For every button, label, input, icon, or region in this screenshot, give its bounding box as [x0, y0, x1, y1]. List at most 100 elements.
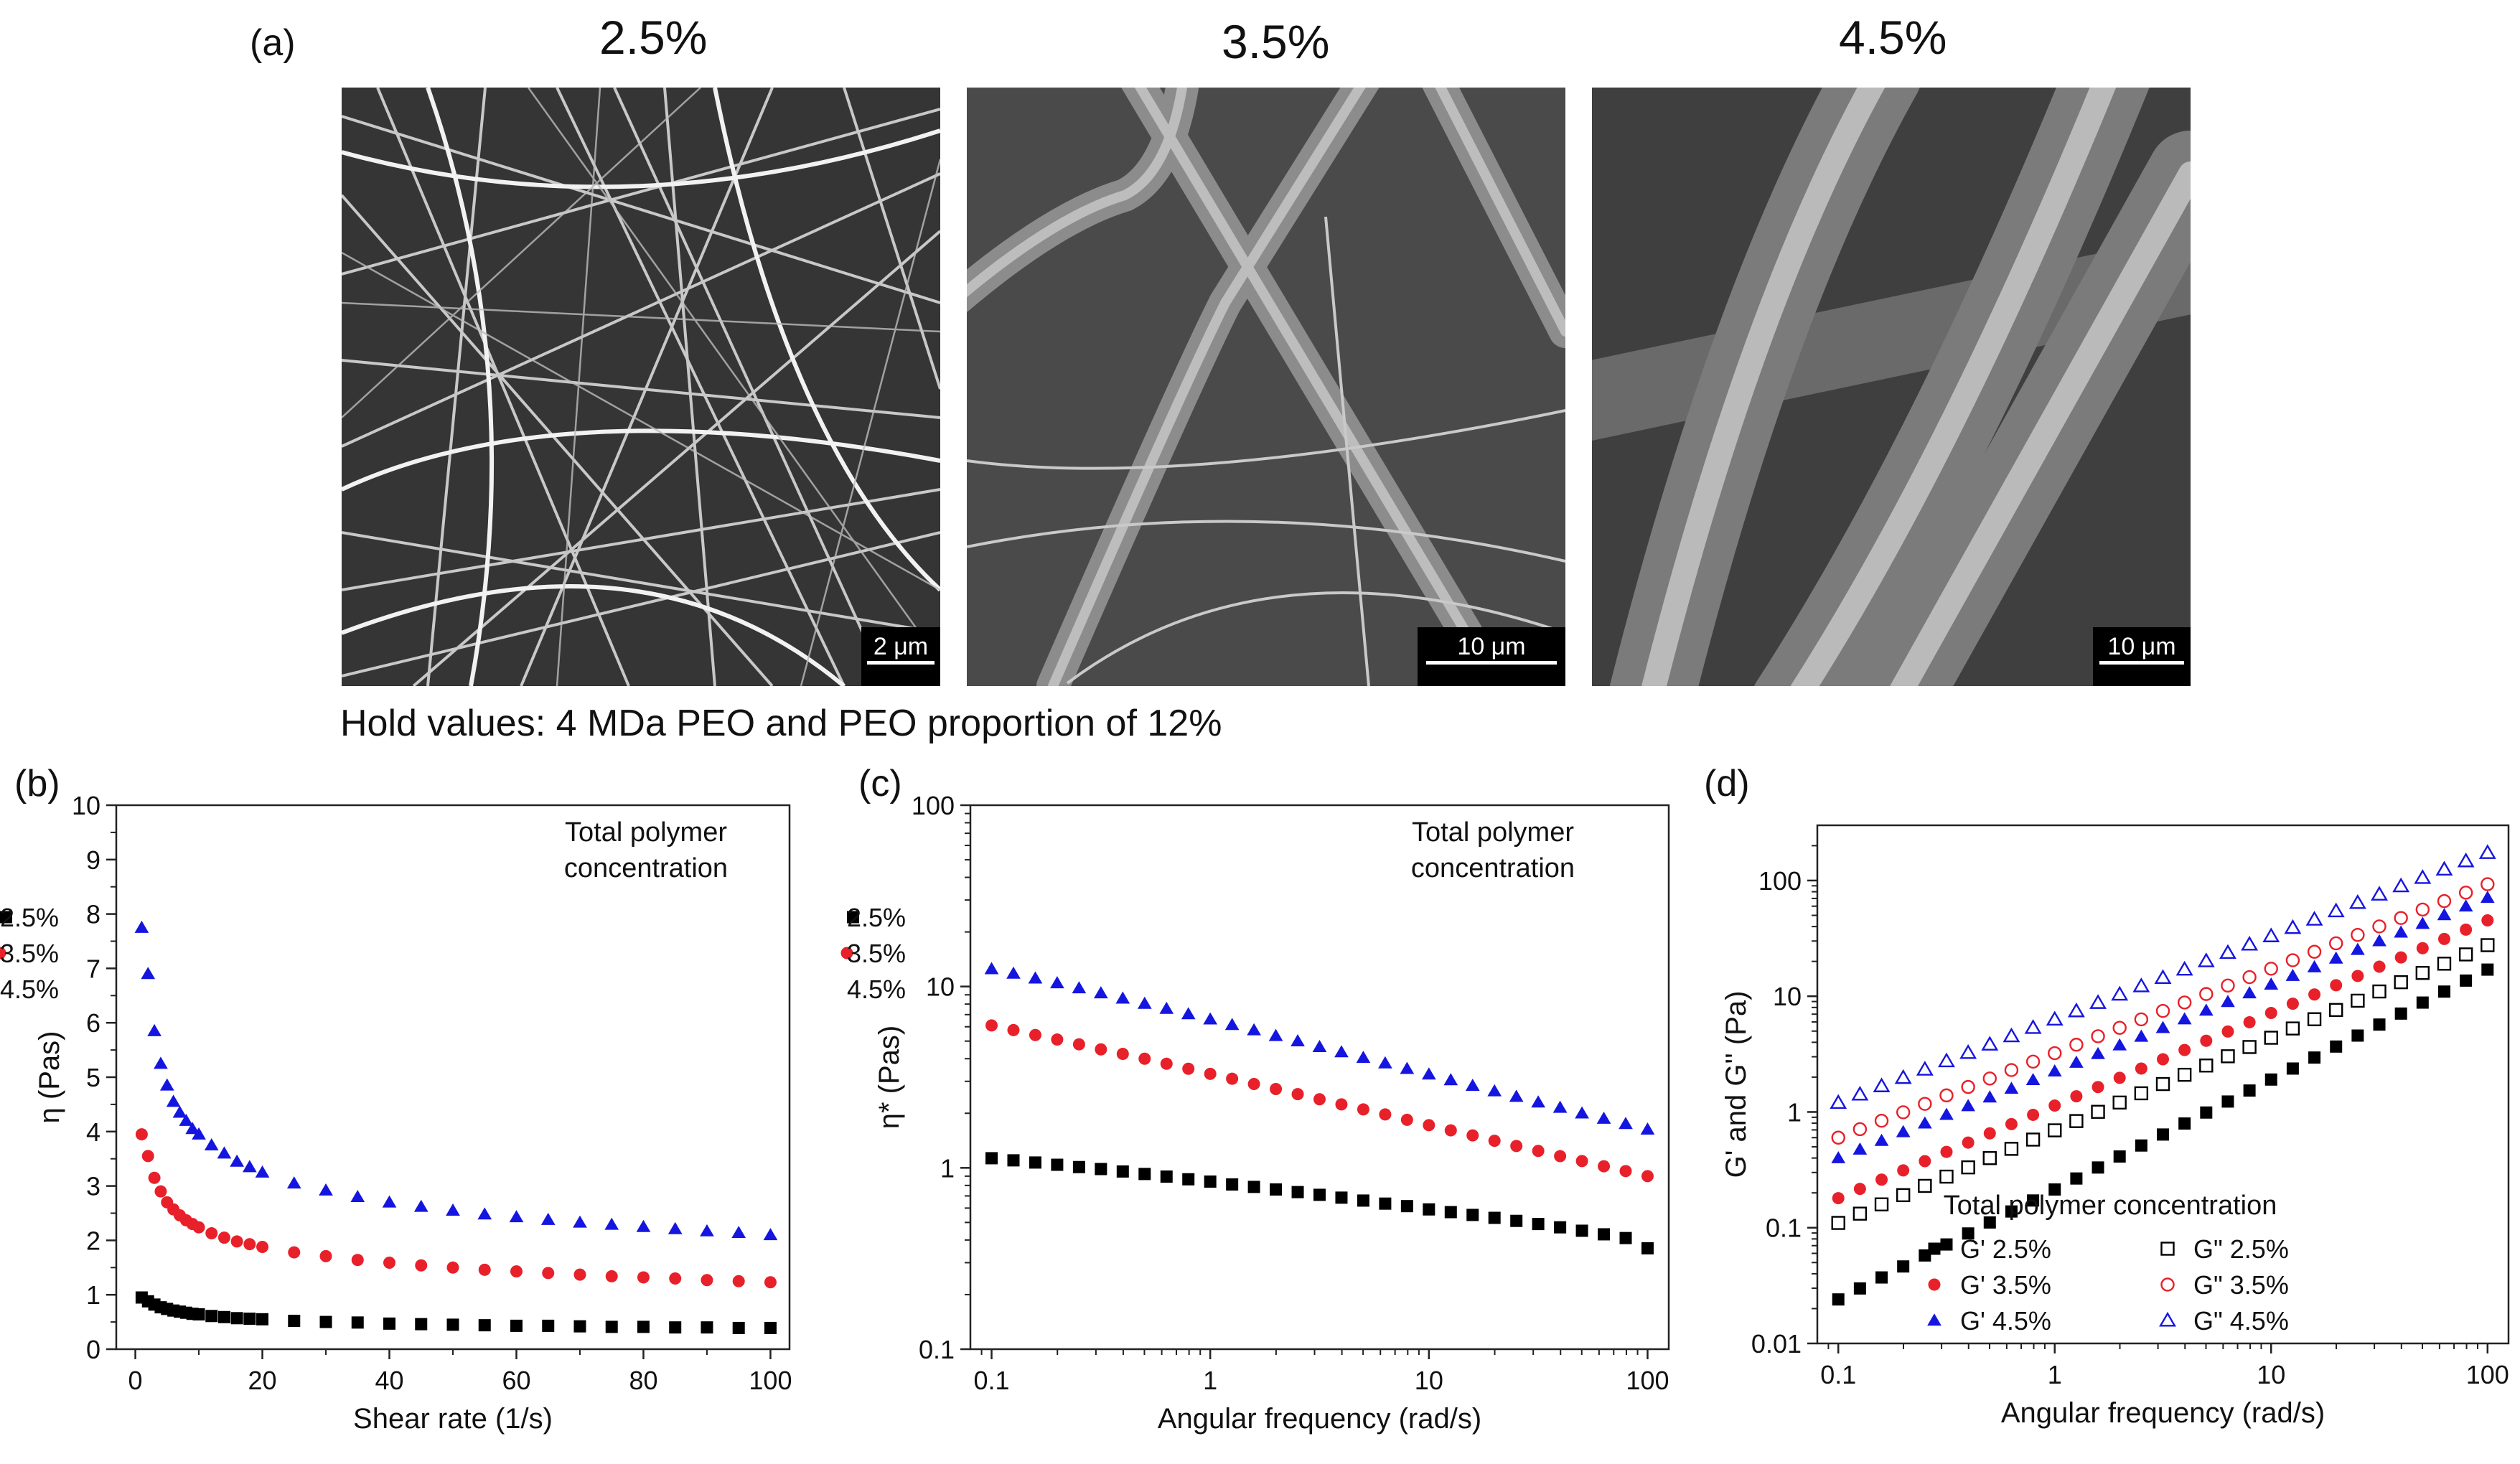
y-tick-label: 0 [86, 1335, 100, 1364]
data-point [383, 1256, 396, 1269]
data-point [1444, 1124, 1457, 1137]
data-point [1226, 1072, 1239, 1085]
data-point [2460, 974, 2473, 987]
data-point [2025, 1132, 2041, 1147]
data-point [1939, 1107, 1954, 1120]
data-point [2481, 938, 2495, 952]
data-point [2415, 916, 2430, 929]
data-point [2157, 1128, 2169, 1141]
legend-label: G" 3.5% [2193, 1270, 2289, 1300]
data-point [230, 1235, 243, 1248]
data-point [1983, 1216, 1996, 1229]
data-point [1247, 1023, 1261, 1036]
data-point [217, 1231, 230, 1244]
data-point [2242, 1040, 2257, 1054]
data-point [154, 1056, 168, 1069]
data-point [2286, 1062, 2299, 1075]
data-point [2305, 911, 2323, 926]
data-point [2200, 1106, 2213, 1119]
data-point [2135, 1062, 2147, 1075]
data-point [192, 1308, 205, 1320]
legend-marker [2160, 1242, 2175, 1256]
data-point [1137, 996, 1152, 1009]
chart-viscosity-vs-shear-rate: 0 20 40 60 80 100 0 1 2 3 4 5 6 7 8 9 10 Shear rate (1/s)… [0, 791, 792, 1435]
data-point [383, 1317, 396, 1330]
data-point [1851, 1086, 1869, 1101]
data-point [2373, 1018, 2386, 1031]
y-axis-label: G' and G'' (Pa) [1720, 991, 1752, 1178]
data-point [1917, 1116, 1932, 1129]
data-point [2285, 968, 2300, 981]
data-point [256, 1313, 269, 1325]
data-point [1159, 1001, 1174, 1014]
y-tick-label: 6 [86, 1008, 100, 1038]
data-point [1072, 981, 1087, 994]
data-point [540, 1212, 556, 1225]
sem-title-2-5: 2.5% [599, 11, 708, 64]
data-point [478, 1263, 491, 1276]
data-point [1116, 1048, 1129, 1061]
data-point [1938, 1052, 1955, 1068]
data-point [2394, 911, 2408, 925]
hold-values-caption: Hold values: 4 MDa PEO and PEO proportio… [340, 703, 1222, 744]
data-point [286, 1176, 301, 1189]
y-tick-label: 0.1 [919, 1335, 955, 1364]
sem-image-4-5: 10 μm [1592, 88, 2191, 686]
data-point [1466, 1209, 1479, 1221]
data-point [1596, 1111, 1611, 1124]
data-point [2005, 1117, 2018, 1130]
data-point [2308, 1051, 2321, 1064]
legend-marker [0, 911, 12, 924]
data-point [1182, 1062, 1195, 1075]
data-point [2264, 1031, 2278, 1045]
chart-complex-viscosity-vs-frequency: 0.1 1 10 100 0.1 1 10 100 Angular frequency (rad… [840, 791, 1670, 1435]
data-point [1575, 1224, 1588, 1237]
data-point [1832, 1192, 1845, 1205]
data-point [2112, 1038, 2127, 1051]
data-point [732, 1275, 745, 1287]
y-tick-label: 10 [926, 972, 955, 1002]
scale-bar-10um-1: 10 μm [1418, 627, 1565, 686]
data-point [2372, 919, 2386, 934]
data-point [1641, 1242, 1654, 1254]
data-point [1247, 1181, 1260, 1193]
data-point [1982, 1090, 1997, 1103]
y-tick-label: 1 [86, 1280, 100, 1310]
data-point [1575, 1106, 1589, 1119]
data-point [1487, 1084, 1502, 1097]
data-point [1270, 1083, 1283, 1096]
data-point [1874, 1133, 1889, 1146]
data-point [1423, 1119, 1435, 1132]
data-point [2394, 925, 2409, 938]
data-point [1510, 1140, 1523, 1153]
panel-a-letter: (a) [250, 22, 296, 64]
data-point [1831, 1130, 1845, 1145]
x-tick-label: 0 [128, 1366, 143, 1395]
data-point [1378, 1056, 1392, 1069]
data-point [192, 1221, 205, 1234]
data-point [510, 1265, 523, 1278]
data-point [2460, 923, 2473, 936]
data-point [1226, 1178, 1239, 1191]
data-point [2481, 963, 2494, 976]
data-point [382, 1195, 397, 1208]
data-point [2330, 1040, 2343, 1053]
data-point [217, 1146, 232, 1159]
data-point [1379, 1108, 1392, 1121]
data-point [2307, 1012, 2322, 1026]
data-point [1006, 966, 1021, 979]
y-tick-label: 8 [86, 900, 100, 929]
data-point [1051, 1158, 1064, 1171]
data-point [1247, 1078, 1260, 1091]
data-point [1896, 1125, 1911, 1137]
data-point [2134, 1012, 2149, 1027]
data-point [2264, 1007, 2277, 1020]
data-point [2046, 1010, 2064, 1026]
data-point [205, 1227, 218, 1240]
legend-label: 3.5% [847, 939, 906, 968]
x-axis-label: Shear rate (1/s) [353, 1403, 553, 1435]
data-point [2157, 1053, 2169, 1066]
data-point [2048, 1123, 2062, 1137]
y-axis-label: η (Pas) [34, 1031, 65, 1124]
x-tick-label: 100 [1626, 1366, 1669, 1395]
